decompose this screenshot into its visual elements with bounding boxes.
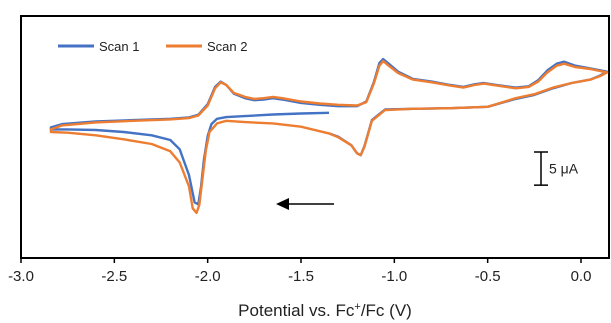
legend-label-scan-2: Scan 2 [207, 39, 247, 54]
series-line-scan-1 [49, 57, 609, 206]
x-tick-label: -1.5 [288, 268, 314, 285]
legend-label-scan-1: Scan 1 [99, 39, 139, 54]
series-group [49, 57, 609, 215]
x-axis-ticks: -3.0 -2.5 -2.0 -1.5 -1.0 -0.5 0.0 [8, 258, 591, 285]
scan-direction-arrow [276, 198, 334, 210]
x-tick-label: -2.5 [101, 268, 127, 285]
x-tick-label: -0.5 [475, 268, 501, 285]
series-line-scan-2 [49, 59, 609, 215]
x-axis-title-tail: /Fc (V) [361, 301, 412, 320]
x-tick-label: -2.0 [195, 268, 221, 285]
x-axis-title: Potential vs. Fc+/Fc (V) [238, 301, 412, 320]
x-tick-label: -1.0 [381, 268, 407, 285]
current-scale-bar: 5 μA [534, 151, 579, 186]
x-tick-label: 0.0 [571, 268, 592, 285]
plot-frame [20, 15, 610, 259]
arrow-head [276, 198, 289, 210]
x-tick-label: -3.0 [8, 268, 34, 285]
scale-bar-label: 5 μA [549, 161, 579, 177]
x-axis-title-main: Potential vs. Fc [238, 301, 355, 320]
legend: Scan 1 Scan 2 [58, 39, 247, 54]
x-axis-title-superscript: + [354, 301, 360, 313]
